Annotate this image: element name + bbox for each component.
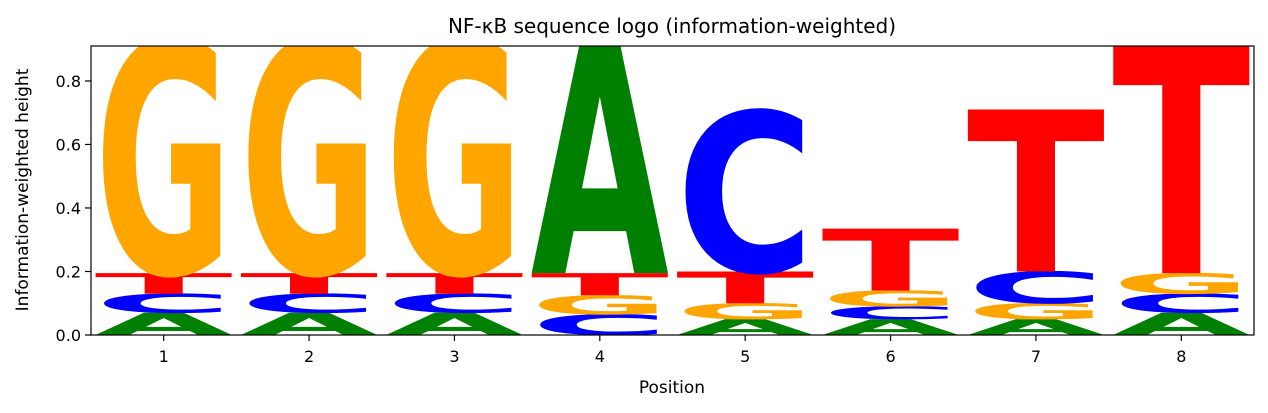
- x-axis: 1 2 3 4 5 6 7 8: [159, 335, 1186, 366]
- x-axis-label: Position: [639, 378, 705, 398]
- logo-letter-G-pos-5: G: [676, 299, 814, 324]
- logo-letter-A-pos-2: A: [240, 307, 378, 342]
- logo-letter-A-pos-1: A: [95, 307, 233, 342]
- y-axis-label: Information-weighted height: [13, 68, 33, 311]
- logo-letter-C-pos-3: C: [385, 288, 523, 319]
- logo-letter-T-pos-7: T: [967, 67, 1105, 325]
- logo-letter-C-pos-7: C: [967, 263, 1105, 314]
- y-tick-label: 0.4: [56, 199, 81, 218]
- logo-letter-A-pos-4: A: [531, 0, 670, 348]
- logo-letter-G-pos-8: G: [1112, 268, 1250, 301]
- x-tick-label: 5: [740, 347, 750, 366]
- logo-letter-A-pos-3: A: [385, 307, 523, 342]
- y-tick-label: 0.2: [56, 262, 81, 281]
- x-tick-label: 8: [1176, 347, 1186, 366]
- logo-letter-A-pos-5: A: [676, 315, 814, 340]
- logo-letter-G-pos-7: G: [967, 299, 1105, 324]
- logo-letter-A-pos-6: A: [822, 315, 960, 340]
- logo-letter-T-pos-2: T: [240, 268, 378, 301]
- logo-letter-T-pos-5: T: [676, 263, 814, 314]
- logo-letter-C-pos-2: C: [240, 288, 378, 319]
- x-tick-label: 6: [885, 347, 895, 366]
- logo-letter-A-pos-8: A: [1112, 307, 1250, 342]
- logo-letter-G-pos-3: G: [385, 0, 523, 349]
- plot-frame: [90, 45, 1255, 336]
- logo-letter-T-pos-3: T: [385, 268, 523, 301]
- x-tick-label: 1: [159, 347, 169, 366]
- y-tick-label: 0.6: [56, 135, 81, 154]
- x-tick-label: 2: [304, 347, 314, 366]
- y-axis: 0.0 0.2 0.4 0.6 0.8: [56, 72, 91, 345]
- logo-letter-T-pos-6: T: [821, 212, 959, 311]
- logo-letter-T-pos-8: T: [1112, 0, 1251, 350]
- logo-letter-C-pos-6: C: [822, 303, 960, 323]
- x-tick-label: 3: [449, 347, 459, 366]
- logo-letter-A-pos-7: A: [967, 315, 1105, 340]
- x-tick-label: 4: [595, 347, 605, 366]
- x-tick-label: 7: [1031, 347, 1041, 366]
- logo-letter-C-pos-5: C: [676, 68, 814, 324]
- logo-letter-T-pos-4: T: [531, 267, 669, 302]
- logo-letter-C-pos-4: C: [531, 309, 669, 342]
- logo-letter-G-pos-1: G: [95, 0, 233, 349]
- logo-letter-G-pos-6: G: [822, 286, 960, 311]
- y-tick-label: 0.0: [56, 326, 81, 345]
- chart-title: NF-κB sequence logo (information-weighte…: [448, 14, 896, 38]
- logo-letter-C-pos-1: C: [95, 288, 233, 319]
- logo-letter-T-pos-1: T: [95, 268, 233, 301]
- y-tick-label: 0.8: [56, 72, 81, 91]
- logo-letter-G-pos-4: G: [531, 290, 669, 320]
- logo-letter-C-pos-8: C: [1112, 288, 1250, 319]
- logo-letter-G-pos-2: G: [240, 0, 378, 349]
